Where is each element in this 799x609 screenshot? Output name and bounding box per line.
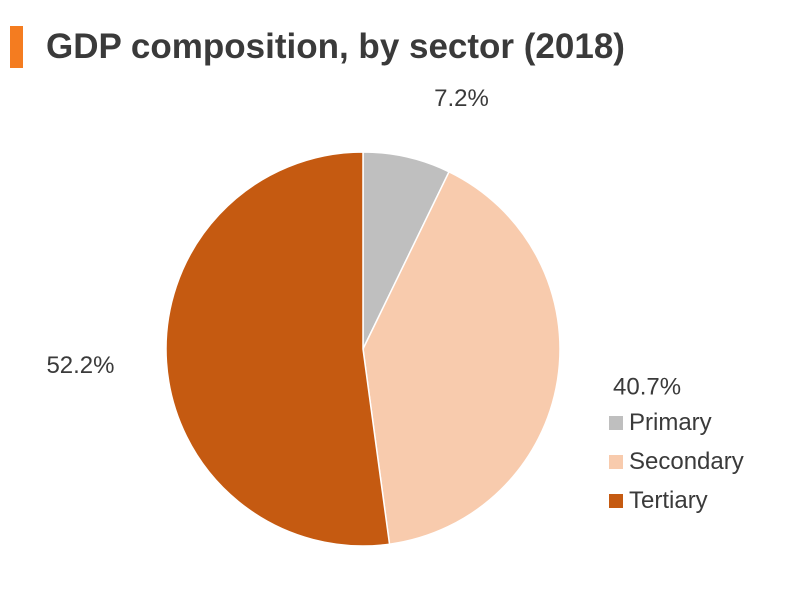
- legend-label-primary: Primary: [629, 408, 712, 436]
- data-label-secondary: 40.7%: [613, 373, 681, 400]
- legend-swatch-primary: [609, 415, 623, 430]
- title-accent-bar: [10, 26, 23, 68]
- legend-item-primary: Primary: [609, 403, 744, 442]
- legend-label-secondary: Secondary: [629, 447, 744, 475]
- legend-item-secondary: Secondary: [609, 442, 744, 481]
- legend-swatch-tertiary: [609, 493, 623, 508]
- legend: Primary Secondary Tertiary: [609, 403, 744, 520]
- data-label-tertiary: 52.2%: [46, 352, 114, 379]
- legend-label-tertiary: Tertiary: [629, 486, 708, 514]
- legend-swatch-secondary: [609, 454, 623, 469]
- pie-slice-tertiary: [165, 151, 391, 547]
- legend-item-tertiary: Tertiary: [609, 481, 744, 520]
- pie-slice-secondary: [362, 170, 561, 546]
- chart-title: GDP composition, by sector (2018): [46, 27, 625, 66]
- data-label-primary: 7.2%: [434, 85, 489, 112]
